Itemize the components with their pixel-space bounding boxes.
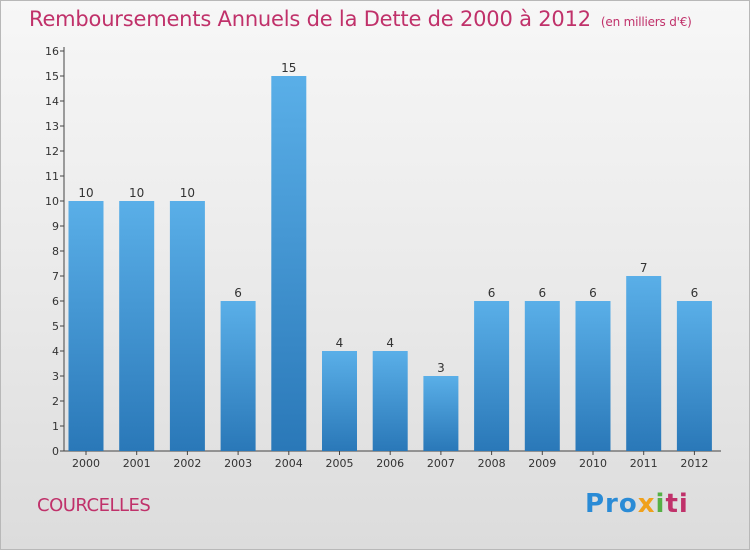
bar: [524, 301, 560, 451]
bar-value-label: 4: [386, 336, 394, 350]
bar-value-label: 10: [129, 186, 144, 200]
bar: [322, 351, 357, 451]
y-tick-label: 4: [52, 345, 59, 358]
bar: [575, 301, 611, 451]
x-tick-label: 2007: [427, 457, 455, 470]
y-tick-label: 2: [52, 395, 59, 408]
bar: [220, 301, 256, 451]
y-tick-label: 6: [52, 295, 59, 308]
bar: [676, 301, 712, 451]
unit-label: (en milliers d'€): [600, 15, 692, 29]
bar-value-label: 6: [691, 286, 699, 300]
y-tick-label: 10: [45, 195, 59, 208]
x-tick-label: 2004: [275, 457, 303, 470]
bar-value-label: 3: [437, 361, 445, 375]
bar: [119, 201, 155, 451]
y-tick-label: 15: [45, 70, 59, 83]
y-tick-label: 13: [45, 120, 59, 133]
y-tick-label: 5: [52, 320, 59, 333]
bar: [68, 201, 104, 451]
bar: [474, 301, 510, 451]
x-tick-label: 2001: [123, 457, 151, 470]
bar: [626, 276, 662, 451]
bar-value-label: 6: [234, 286, 242, 300]
x-tick-label: 2005: [326, 457, 354, 470]
x-tick-label: 2000: [72, 457, 100, 470]
bar-value-label: 10: [180, 186, 195, 200]
x-tick-label: 2010: [579, 457, 607, 470]
y-tick-label: 16: [45, 45, 59, 58]
y-tick-label: 0: [52, 445, 59, 458]
y-tick-label: 7: [52, 270, 59, 283]
x-tick-label: 2003: [224, 457, 252, 470]
bar: [169, 201, 205, 451]
bar: [372, 351, 408, 451]
x-tick-label: 2002: [173, 457, 201, 470]
town-name: COURCELLES: [37, 495, 151, 516]
bar: [423, 376, 459, 451]
title-text: Remboursements Annuels de la Dette de 20…: [29, 7, 591, 31]
bar-value-label: 7: [640, 261, 648, 275]
chart-title: Remboursements Annuels de la Dette de 20…: [29, 7, 692, 31]
bar-value-label: 4: [336, 336, 344, 350]
bar-value-label: 6: [589, 286, 597, 300]
y-tick-label: 11: [45, 170, 59, 183]
x-tick-label: 2008: [478, 457, 506, 470]
bar: [271, 76, 307, 451]
bar-value-label: 6: [488, 286, 496, 300]
y-tick-label: 3: [52, 370, 59, 383]
y-tick-label: 8: [52, 245, 59, 258]
y-tick-label: 1: [52, 420, 59, 433]
bars: 10 10 10 6 15 4 4 3 6 6 6 7 6: [68, 61, 712, 451]
bar-value-label: 6: [538, 286, 546, 300]
x-tick-label: 2012: [680, 457, 708, 470]
proxiti-logo: Proxiti: [585, 489, 689, 519]
x-tick-label: 2009: [528, 457, 556, 470]
y-tick-label: 12: [45, 145, 59, 158]
y-tick-label: 9: [52, 220, 59, 233]
y-tick-label: 14: [45, 95, 59, 108]
bar-value-label: 10: [78, 186, 93, 200]
x-tick-label: 2006: [376, 457, 404, 470]
bar-value-label: 15: [281, 61, 296, 75]
x-tick-label: 2011: [630, 457, 658, 470]
